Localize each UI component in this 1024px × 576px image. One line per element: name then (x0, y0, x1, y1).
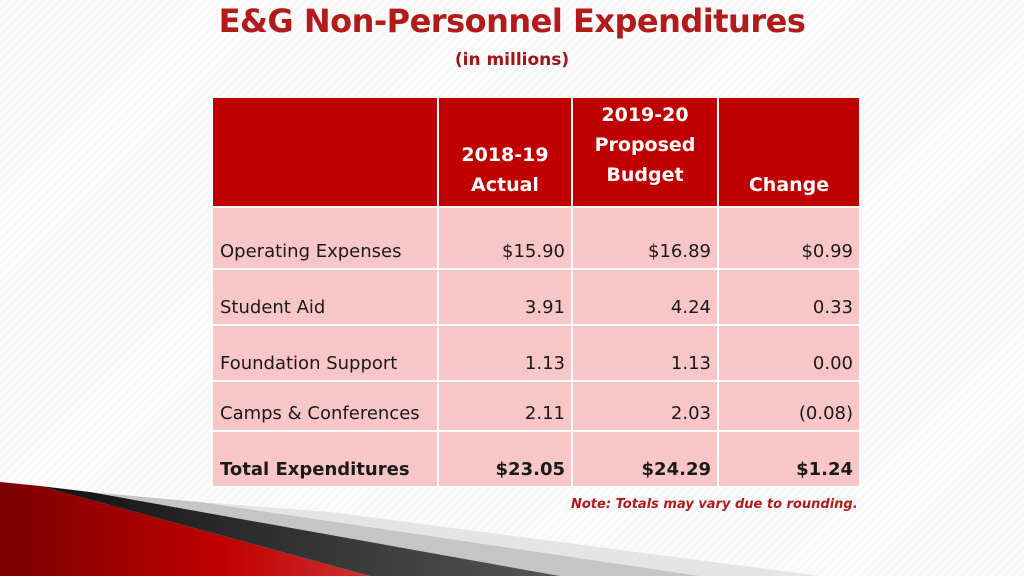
row-label: Foundation Support (211, 324, 439, 382)
cell-proposed: 1.13 (571, 324, 719, 382)
header-2018-19-actual: 2018-19 Actual (437, 96, 573, 208)
table-row: Student Aid 3.91 4.24 0.33 (211, 268, 861, 326)
header-change: Change (717, 96, 861, 208)
cell-actual: 3.91 (437, 268, 573, 326)
table-header-row: 2018-19 Actual 2019-20 Proposed Budget C… (211, 96, 861, 208)
row-label: Camps & Conferences (211, 380, 439, 432)
total-proposed: $24.29 (571, 430, 719, 488)
header-blank (211, 96, 439, 208)
total-change: $1.24 (717, 430, 861, 488)
rounding-note: Note: Totals may vary due to rounding. (571, 497, 858, 512)
cell-proposed: 4.24 (571, 268, 719, 326)
cell-actual: 1.13 (437, 324, 573, 382)
total-label: Total Expenditures (211, 430, 439, 488)
cell-change: $0.99 (717, 206, 861, 270)
cell-actual: $15.90 (437, 206, 573, 270)
header-2019-20-proposed-budget: 2019-20 Proposed Budget (571, 96, 719, 208)
table-row: Foundation Support 1.13 1.13 0.00 (211, 324, 861, 382)
cell-actual: 2.11 (437, 380, 573, 432)
row-label: Student Aid (211, 268, 439, 326)
slide-subtitle: (in millions) (454, 50, 570, 70)
table-row: Operating Expenses $15.90 $16.89 $0.99 (211, 206, 861, 270)
cell-proposed: $16.89 (571, 206, 719, 270)
cell-change: 0.33 (717, 268, 861, 326)
cell-change: (0.08) (717, 380, 861, 432)
expenditures-table: 2018-19 Actual 2019-20 Proposed Budget C… (211, 96, 861, 488)
total-actual: $23.05 (437, 430, 573, 488)
table-row: Camps & Conferences 2.11 2.03 (0.08) (211, 380, 861, 432)
cell-proposed: 2.03 (571, 380, 719, 432)
row-label: Operating Expenses (211, 206, 439, 270)
cell-change: 0.00 (717, 324, 861, 382)
slide-title: E&G Non-Personnel Expenditures (218, 2, 806, 40)
table-total-row: Total Expenditures $23.05 $24.29 $1.24 (211, 430, 861, 488)
decorative-swoosh (0, 482, 820, 576)
